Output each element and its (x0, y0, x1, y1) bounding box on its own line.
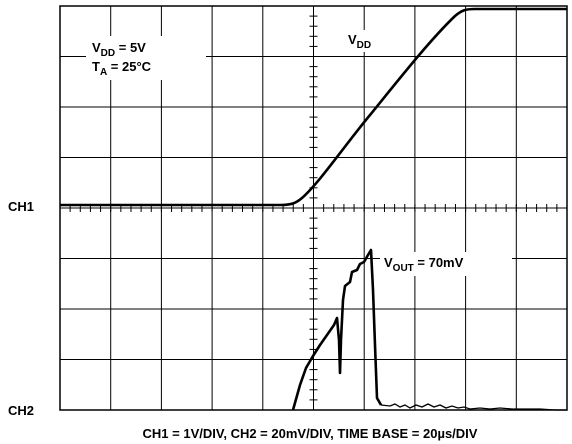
ch1-trace (60, 7, 567, 207)
vdd-setting: VDD = 5V (92, 40, 146, 59)
label-bg (380, 252, 512, 276)
ch2-baseline (380, 403, 567, 411)
ch2-trace (291, 248, 383, 411)
label-bg (344, 30, 392, 52)
vout-trace-label: VOUT = 70mV (384, 255, 464, 274)
caption: CH1 = 1V/DIV, CH2 = 20mV/DIV, TIME BASE … (143, 426, 478, 441)
ta-setting: TA = 25°C (92, 59, 152, 78)
ch1-label: CH1 (8, 199, 34, 214)
graticule (59, 5, 568, 411)
label-bg (86, 36, 206, 80)
ch2-label: CH2 (8, 403, 34, 418)
vdd-trace-label: VDD (348, 32, 371, 51)
